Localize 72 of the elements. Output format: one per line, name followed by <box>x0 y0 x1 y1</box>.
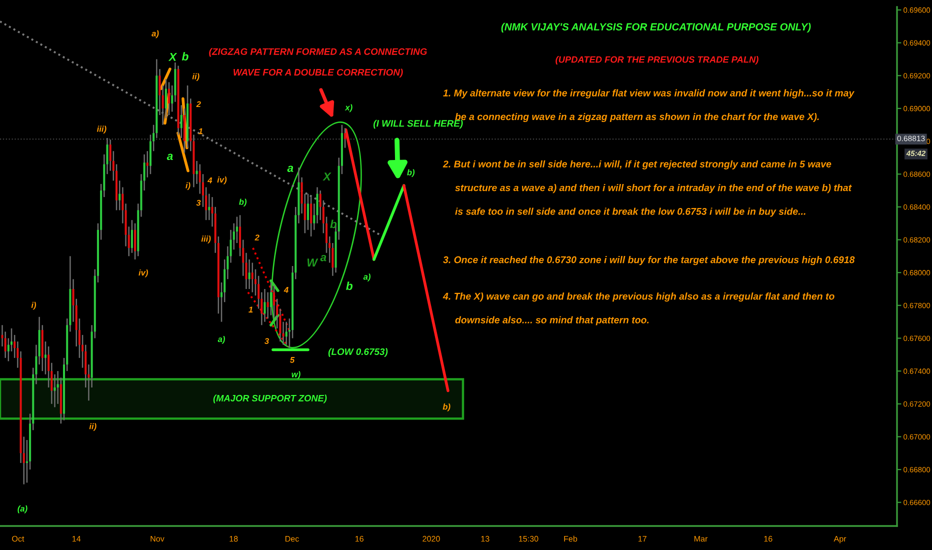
annotation: 3. Once it reached the 0.6730 zone i will buy for the target above the previous high 0.6918 <box>443 256 855 266</box>
candlestick <box>56 370 59 405</box>
annotation: ii) <box>89 423 96 431</box>
annotation: iii) <box>201 236 211 244</box>
annotation: a <box>287 166 294 172</box>
annotation: iv) <box>217 176 227 184</box>
annotation: X <box>168 53 178 61</box>
annotation: 1 <box>248 306 253 312</box>
candlestick <box>118 180 121 211</box>
x-tick-label: 14 <box>72 536 81 542</box>
annotation: 2 <box>254 234 260 240</box>
annotation: b) <box>407 169 415 177</box>
x-tick-label: 13 <box>481 536 490 542</box>
text: 2. But i wont be in sell side here...i will, if it get rejected strongly and came in 5 wave structure as a wave a) and then i will short for a intraday in the end of the wave b) that is safe too in sell side and once it break the low 0.6753 i will be in buy side... <box>442 160 852 217</box>
annotation: iii) <box>96 126 106 134</box>
annotation: X <box>322 172 332 180</box>
annotation: (LOW 0.6753) <box>328 348 388 357</box>
annotation: 3 <box>264 338 269 344</box>
x-tick-label: Mar <box>694 536 708 542</box>
x-tick-label: Dec <box>285 536 299 542</box>
annotation: a) <box>218 336 225 344</box>
candlestick <box>266 292 269 320</box>
annotation: b <box>330 220 337 228</box>
annotation: (a) <box>18 505 28 514</box>
annotation: 2 <box>196 101 201 108</box>
annotation: x) <box>344 104 352 112</box>
x-tick-label: 16 <box>355 536 364 542</box>
candlestick <box>44 340 46 375</box>
annotation: W <box>307 258 318 266</box>
band-label: (MAJOR SUPPORT ZONE) <box>213 394 327 404</box>
annotation: b) <box>239 198 247 207</box>
annotation: b) <box>442 404 450 412</box>
text: (NMK VIJAY'S ANALYSIS FOR EDUCATIONAL PURPOSE ONLY) <box>501 22 811 33</box>
annotation: ii) <box>192 73 200 82</box>
annotation: a) <box>152 30 159 38</box>
x-tick-label: Nov <box>150 536 164 542</box>
candlestick <box>130 219 133 254</box>
candlestick <box>306 193 309 231</box>
annotation: 4 <box>284 287 288 293</box>
annotation: iv) <box>138 269 148 278</box>
candlestick <box>168 82 170 116</box>
annotation: i) <box>186 182 190 190</box>
annotation: a <box>166 154 173 160</box>
annotation: 3 <box>196 200 201 206</box>
annotation: i) <box>31 302 36 310</box>
candlestick <box>344 128 346 148</box>
x-tick-label: 18 <box>230 536 238 542</box>
annotation: 5 <box>290 357 295 363</box>
annotation: a) <box>363 274 370 282</box>
candlestick <box>251 262 254 293</box>
annotation: a <box>320 254 326 262</box>
annotation: b <box>182 52 188 60</box>
text: (ZIGZAG PATTERN FORMED AS A CONNECTING WAVE FOR A DOUBLE CORRECTION) <box>209 48 427 78</box>
text: 4. The X) wave can go and break the previous high also as a irregular flat and then to downside also.... so mind that pattern too. <box>442 292 834 326</box>
candlestick <box>270 282 272 316</box>
x-tick-label: 17 <box>638 536 646 542</box>
x-tick-label: Feb <box>564 536 578 542</box>
annotation: 1 <box>198 128 203 134</box>
annotation: w) <box>292 371 300 379</box>
x-tick-label: Oct <box>12 536 24 542</box>
annotation: 4 <box>207 177 212 184</box>
text: (UPDATED FOR THE PREVIOUS TRADE PALN) <box>556 56 758 65</box>
annotation: b <box>346 282 353 290</box>
x-tick-label: Apr <box>834 536 846 544</box>
candlestick <box>285 321 288 346</box>
candlestick <box>146 150 148 178</box>
candlestick <box>264 288 266 322</box>
x-tick-label: 2020 <box>422 536 440 542</box>
candlestick <box>134 222 136 260</box>
annotation: (I WILL SELL HERE) <box>373 120 463 129</box>
x-tick-label: 16 <box>764 536 772 542</box>
x-tick-label: 15:30 <box>519 536 538 542</box>
